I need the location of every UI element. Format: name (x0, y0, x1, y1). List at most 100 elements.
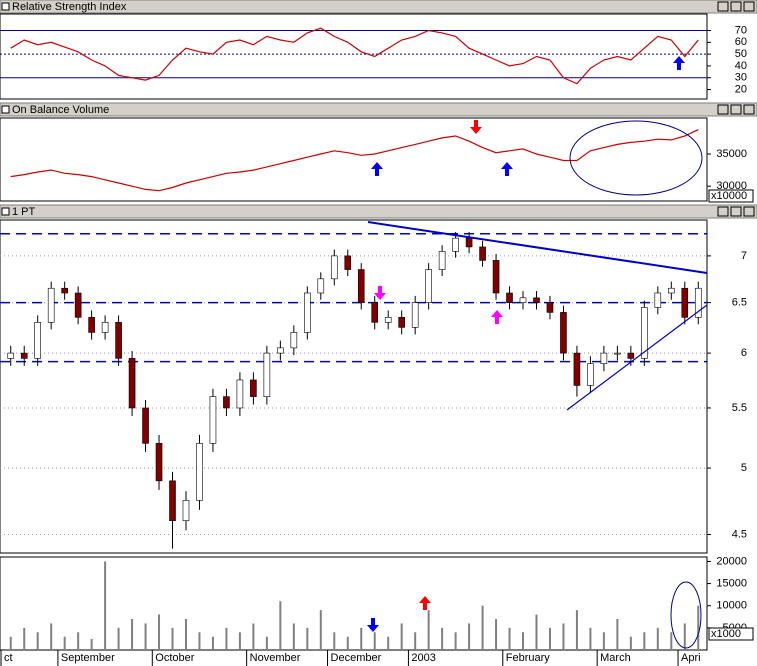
candle-body (587, 363, 594, 386)
volume-bar (656, 627, 659, 650)
candle-body (533, 297, 540, 303)
volume-bar (454, 632, 457, 650)
y-tick-label: 70 (735, 24, 747, 36)
volume-bar (198, 632, 201, 650)
y-tick-label: 20 (735, 83, 747, 95)
panel-button (730, 206, 742, 217)
volume-bar (495, 619, 498, 650)
volume-bar (225, 627, 228, 650)
volume-bar (292, 623, 295, 650)
volume-bar (184, 619, 187, 650)
candle-body (34, 322, 42, 359)
panel-title: 1 PT (12, 206, 36, 218)
panel-icon (1, 2, 10, 11)
volume-bar (468, 623, 471, 650)
y-tick-label: 5.5 (732, 402, 747, 414)
panel-header (0, 102, 757, 117)
volume-bar (131, 619, 134, 650)
panel-button (730, 1, 742, 12)
y-unit: x10000 (711, 190, 747, 202)
candle-body (614, 352, 621, 355)
candle-body (115, 322, 122, 359)
candle-body (438, 251, 446, 270)
volume-bar (575, 610, 578, 650)
panel-button (743, 1, 755, 12)
candle-body (384, 317, 392, 323)
annotation-arrow (501, 162, 513, 176)
candle-body (74, 292, 82, 318)
candle-body (169, 480, 176, 521)
volume-bar (104, 561, 107, 650)
volume-bar (238, 632, 241, 650)
volume-bar (616, 619, 619, 650)
x-tick-label: February (506, 652, 551, 664)
volume-bar (50, 623, 53, 650)
panel-icon (1, 207, 10, 216)
volume-bar (346, 636, 349, 650)
y-tick-label: 30000 (716, 180, 747, 192)
candle-body (20, 352, 28, 359)
candle-body (681, 287, 689, 318)
volume-bar (427, 610, 430, 650)
volume-bar (548, 627, 551, 650)
volume-bar (481, 605, 484, 650)
candle-body (263, 352, 271, 397)
panel-header (0, 204, 757, 219)
volume-bar (252, 623, 255, 650)
candle-body (277, 347, 284, 354)
panel-button (717, 104, 729, 115)
volume-bar (144, 623, 147, 650)
volume-bar (77, 632, 80, 650)
y-tick-label: 4.5 (732, 528, 747, 540)
series-line (10, 27, 699, 85)
candle-body (398, 317, 405, 328)
candle-body (196, 443, 203, 501)
volume-bar (387, 636, 390, 650)
candle-body (641, 307, 648, 359)
panel-button (730, 104, 742, 115)
y-tick-label: 10000 (716, 600, 747, 612)
panel-button (743, 206, 755, 217)
panel-header (0, 0, 757, 14)
panel-icon (1, 105, 10, 114)
candle-body (330, 255, 338, 280)
panel-button (743, 104, 755, 115)
candle-body (128, 358, 136, 409)
volume-bar (333, 632, 336, 650)
trend-line (367, 221, 708, 274)
volume-bar (535, 614, 538, 650)
volume-bar (414, 632, 417, 650)
candle-body (47, 287, 55, 323)
volume-bar (373, 632, 376, 650)
candle-body (223, 396, 230, 409)
volume-bar (306, 627, 309, 650)
candle-body (546, 302, 554, 313)
candle-body (694, 287, 702, 318)
candle-body (88, 317, 95, 333)
candle-body (506, 292, 513, 303)
candle-body (290, 332, 298, 349)
y-tick-label: 20000 (716, 555, 747, 567)
volume-bar (683, 623, 686, 650)
volume-bar (171, 627, 174, 650)
plot-frame (0, 556, 708, 651)
candle-body (627, 352, 635, 359)
volume-bar (697, 605, 700, 650)
annotation-arrow (374, 286, 386, 300)
candle-body (61, 287, 68, 294)
volume-bar (602, 632, 605, 650)
x-tick-label: 2003 (411, 652, 435, 664)
candle-body (304, 292, 311, 333)
volume-bar (562, 623, 565, 650)
panel-title: On Balance Volume (12, 104, 109, 116)
volume-bar (522, 632, 525, 650)
panel-title: Relative Strength Index (12, 1, 127, 13)
trend-line (566, 304, 708, 411)
candle-body (573, 352, 581, 386)
x-tick-label: Apri (681, 652, 701, 664)
plot-frame (0, 219, 708, 554)
y-tick-label: 40 (735, 60, 747, 72)
candle-body (600, 352, 608, 365)
volume-bar (211, 636, 214, 650)
